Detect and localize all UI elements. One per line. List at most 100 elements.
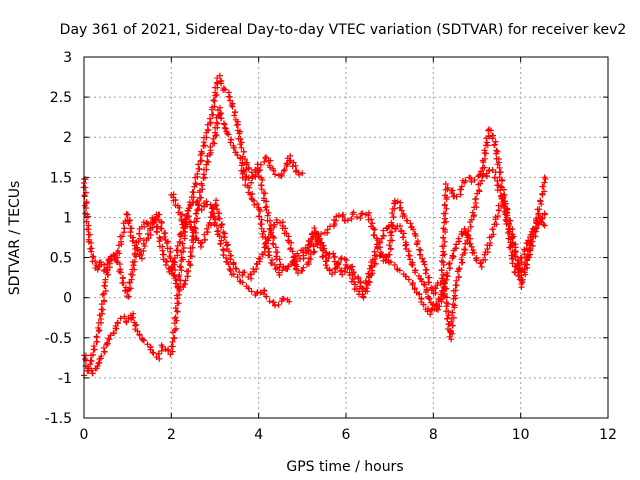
data-point	[447, 327, 454, 334]
data-point	[110, 330, 117, 337]
data-point	[440, 225, 447, 232]
data-point	[167, 248, 174, 255]
data-point	[450, 301, 457, 308]
data-point	[446, 261, 453, 268]
data-point	[105, 335, 112, 342]
data-point	[527, 238, 534, 245]
data-point	[234, 274, 241, 281]
data-point	[435, 306, 442, 313]
data-point	[204, 229, 211, 236]
data-point	[203, 225, 210, 232]
data-point	[484, 142, 491, 149]
data-point	[471, 177, 478, 184]
data-point	[421, 281, 428, 288]
grid-lines	[84, 57, 608, 418]
data-point	[284, 161, 291, 168]
data-point	[230, 144, 237, 151]
data-point	[232, 265, 239, 272]
data-point	[441, 201, 448, 208]
data-point	[492, 169, 499, 176]
data-point	[359, 210, 366, 217]
data-point	[270, 241, 277, 248]
data-point	[180, 248, 187, 255]
data-point	[437, 291, 444, 298]
data-point	[289, 248, 296, 255]
data-point	[130, 262, 137, 269]
data-point	[199, 239, 206, 246]
data-point	[270, 299, 277, 306]
data-point	[516, 267, 523, 274]
data-point	[380, 227, 387, 234]
data-point	[389, 210, 396, 217]
data-point	[180, 284, 187, 291]
data-point	[332, 265, 339, 272]
data-point	[481, 147, 488, 154]
data-point	[280, 167, 287, 174]
data-point	[387, 245, 394, 252]
y-tick-label: 1	[63, 210, 72, 226]
data-point	[397, 199, 404, 206]
data-point	[198, 180, 205, 187]
data-point	[420, 281, 427, 288]
data-point	[280, 295, 287, 302]
data-point	[241, 269, 248, 276]
data-point	[185, 258, 192, 265]
y-tick-label: 0.5	[50, 251, 72, 267]
data-point	[478, 168, 485, 175]
data-point	[462, 229, 469, 236]
data-point	[369, 220, 376, 227]
data-point	[237, 141, 244, 148]
data-point	[198, 157, 205, 164]
data-point	[449, 187, 456, 194]
data-point	[408, 261, 415, 268]
data-point	[478, 263, 485, 270]
x-tick-label: 4	[254, 427, 263, 443]
data-point	[437, 280, 444, 287]
y-tick-label: 2.5	[50, 90, 72, 106]
data-point	[175, 282, 182, 289]
data-point	[207, 143, 214, 150]
data-point	[158, 347, 165, 354]
data-point	[522, 261, 529, 268]
data-point	[175, 291, 182, 298]
data-marks	[80, 72, 549, 379]
data-point	[248, 271, 255, 278]
data-point	[480, 171, 487, 178]
data-point	[127, 271, 134, 278]
data-point	[294, 270, 301, 277]
x-tick-label: 2	[167, 427, 176, 443]
data-point	[442, 218, 449, 225]
data-point	[104, 339, 111, 346]
data-point	[221, 86, 228, 93]
data-point	[169, 348, 176, 355]
data-point	[364, 288, 371, 295]
data-point	[193, 210, 200, 217]
data-point	[124, 211, 131, 218]
data-point	[188, 223, 195, 230]
data-point	[172, 197, 179, 204]
data-point	[274, 249, 281, 256]
data-point	[134, 244, 141, 251]
data-point	[202, 236, 209, 243]
data-point	[416, 291, 423, 298]
data-point	[173, 325, 180, 332]
data-point	[357, 279, 364, 286]
data-point	[182, 212, 189, 219]
data-point	[331, 221, 338, 228]
data-point	[489, 135, 496, 142]
data-point	[236, 130, 243, 137]
data-point	[515, 272, 522, 279]
data-point	[233, 122, 240, 129]
y-tick-label: -1.5	[45, 411, 72, 427]
data-point	[90, 343, 97, 350]
data-point	[263, 154, 270, 161]
data-point	[512, 253, 519, 260]
data-point	[449, 322, 456, 329]
data-point	[535, 210, 542, 217]
data-point	[363, 285, 370, 292]
data-point	[163, 240, 170, 247]
data-point	[371, 256, 378, 263]
data-point	[440, 248, 447, 255]
data-point	[176, 204, 183, 211]
data-point	[446, 260, 453, 267]
